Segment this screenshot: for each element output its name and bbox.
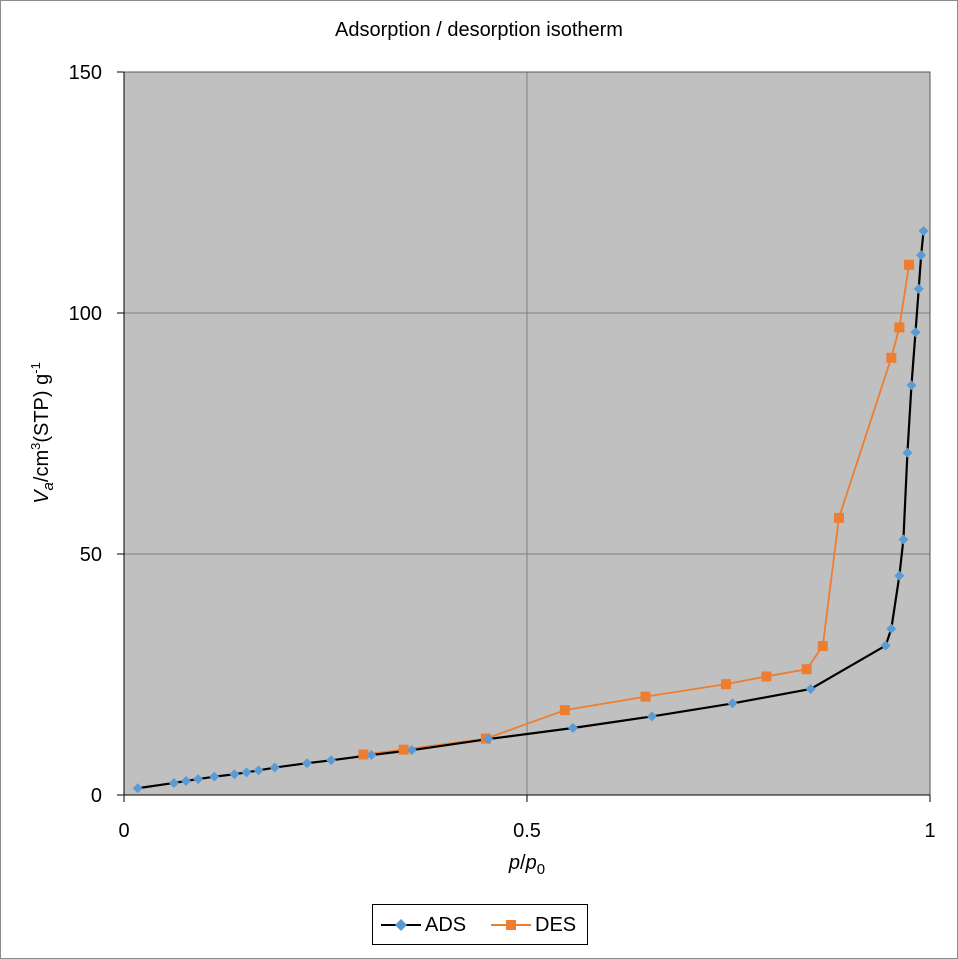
- y-axis-title-unit: /cm: [31, 450, 53, 482]
- data-point-ads: [894, 570, 905, 581]
- data-point-ads: [132, 783, 143, 794]
- data-point-des: [358, 749, 369, 760]
- series-layer: [132, 226, 929, 794]
- data-point-ads: [209, 771, 220, 782]
- data-point-ads: [269, 762, 280, 773]
- data-point-ads: [483, 734, 494, 745]
- data-point-ads: [805, 683, 816, 694]
- y-tick-label: 150: [69, 62, 102, 84]
- data-point-des: [398, 744, 409, 755]
- data-point-ads: [168, 777, 179, 788]
- data-point-ads: [898, 534, 909, 545]
- x-tick-label: 0: [118, 820, 129, 842]
- y-axis-title-sup: 3: [28, 443, 43, 450]
- x-axis-title-p2: p: [525, 852, 537, 874]
- x-axis-title: p/p0: [508, 852, 545, 878]
- data-point-ads: [406, 745, 417, 756]
- data-point-ads: [906, 380, 917, 391]
- data-point-ads: [886, 623, 897, 634]
- data-point-ads: [918, 226, 929, 237]
- data-point-ads: [193, 774, 204, 785]
- data-point-des: [886, 352, 897, 363]
- x-tick-label: 0.5: [513, 820, 541, 842]
- data-point-des: [801, 664, 812, 675]
- data-point-ads: [181, 776, 192, 787]
- y-axis-title-unit2: (STP) g: [31, 374, 53, 443]
- y-axis-title-sub: a: [40, 482, 57, 490]
- data-point-ads: [910, 327, 921, 338]
- y-tick-label: 100: [69, 303, 102, 325]
- x-tick-label: 1: [924, 820, 935, 842]
- chart-legend: ADS DES: [372, 904, 588, 945]
- data-point-ads: [301, 758, 312, 769]
- legend-label-des: DES: [535, 913, 577, 936]
- legend-entry-ads: ADS: [381, 913, 466, 937]
- data-point-des: [721, 679, 732, 690]
- data-point-ads: [913, 283, 924, 294]
- data-point-des: [559, 705, 570, 716]
- data-point-ads: [646, 711, 657, 722]
- data-point-ads: [241, 767, 252, 778]
- legend-entry-des: DES: [491, 913, 576, 937]
- data-point-ads: [916, 250, 927, 261]
- legend-swatch-ads: [381, 915, 421, 935]
- data-point-des: [904, 259, 915, 270]
- y-tick-label: 0: [91, 785, 102, 807]
- data-point-ads: [567, 723, 578, 734]
- data-point-des: [640, 691, 651, 702]
- series-line-ads: [137, 230, 925, 790]
- data-point-ads: [326, 755, 337, 766]
- y-axis-title: Va/cm3(STP) g-1: [28, 362, 57, 504]
- data-point-ads: [880, 640, 891, 651]
- data-point-ads: [229, 769, 240, 780]
- axes: 0 50 100 150 0 0.5 1: [69, 62, 936, 842]
- legend-swatch-des: [491, 915, 531, 935]
- data-point-ads: [366, 749, 377, 760]
- data-point-des: [833, 512, 844, 523]
- x-axis-title-p: p: [508, 852, 520, 874]
- y-tick-label: 50: [80, 544, 102, 566]
- x-axis-title-slash: /: [520, 852, 526, 874]
- legend-label-ads: ADS: [425, 913, 467, 936]
- data-point-des: [761, 671, 772, 682]
- data-point-ads: [727, 698, 738, 709]
- chart-title: Adsorption / desorption isotherm: [335, 19, 623, 41]
- y-axis-title-v: V: [31, 489, 53, 504]
- data-point-des: [817, 641, 828, 652]
- x-axis-title-sub: 0: [537, 861, 545, 878]
- data-point-ads: [902, 447, 913, 458]
- y-axis-title-sup2: -1: [28, 362, 43, 374]
- data-point-des: [894, 322, 905, 333]
